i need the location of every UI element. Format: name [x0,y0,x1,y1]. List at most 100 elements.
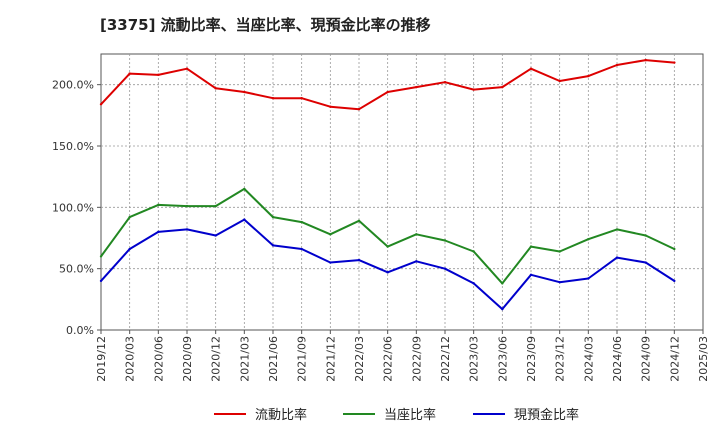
data-point [501,85,504,89]
x-tick-label: 2023/09 [525,336,538,382]
data-point [443,267,447,270]
data-point [443,81,447,84]
data-point [673,247,676,251]
x-tick-label: 2025/03 [697,336,710,382]
x-tick-label: 2023/12 [554,336,567,382]
data-point [587,74,590,78]
x-tick-label: 2021/12 [324,336,337,382]
data-point [99,279,103,283]
chart-title: [3375] 流動比率、当座比率、現預金比率の推移 [100,16,431,34]
data-point [615,63,619,67]
x-tick-label: 2024/09 [640,336,653,382]
x-tick-label: 2022/03 [353,336,366,382]
x-tick-label: 2023/06 [496,336,509,382]
data-point [415,85,418,89]
data-point [386,90,389,94]
data-point [300,96,303,100]
data-point [357,258,361,262]
data-point [673,279,676,283]
data-point [501,307,504,311]
data-point [329,105,332,108]
plot-area [100,53,704,331]
y-axis: 0.0% 50.0% 100.0% 150.0% 200.0% [52,79,101,337]
legend-label: 流動比率 [255,407,307,423]
x-tick-label: 2022/09 [410,336,423,382]
y-tick-label: 100.0% [52,201,94,214]
data-point [271,96,275,100]
grid [101,54,703,330]
x-tick-label: 2021/09 [296,336,309,382]
data-point [157,203,160,207]
data-point [128,247,131,251]
data-point [673,61,676,64]
y-tick-label: 200.0% [52,79,94,92]
data-point [529,273,533,276]
data-point [243,218,246,221]
x-tick-label: 2024/03 [582,336,595,382]
data-point [99,103,103,106]
legend-label: 現預金比率 [514,407,579,423]
data-point [271,215,275,219]
data-point [644,58,647,62]
series-lines [99,58,676,311]
data-point [185,67,189,70]
x-tick-label: 2020/09 [181,336,194,382]
data-point [157,73,160,77]
data-point [472,282,475,285]
y-tick-label: 150.0% [52,140,94,153]
x-tick-label: 2020/06 [152,336,165,382]
data-point [185,228,189,231]
data-point [529,245,533,248]
data-point [472,88,475,91]
legend: 流動比率 当座比率 現預金比率 [214,407,579,423]
data-point [501,282,504,285]
data-point [128,72,131,75]
data-point [329,233,332,236]
x-tick-label: 2020/03 [124,336,137,382]
data-point [615,256,619,259]
data-point [558,79,561,83]
legend-label: 当座比率 [384,407,436,423]
data-point [644,234,647,237]
data-point [243,90,246,94]
x-tick-label: 2021/06 [267,336,280,382]
data-point [357,108,361,111]
x-tick-label: 2022/06 [382,336,395,382]
data-point [128,215,131,219]
data-point [386,245,389,248]
data-point [415,260,418,263]
x-tick-label: 2023/03 [468,336,481,382]
data-point [386,271,389,274]
x-tick-label: 2024/12 [668,336,681,382]
data-point [415,233,418,236]
data-point [300,220,303,224]
data-point [214,204,217,208]
x-tick-label: 2019/12 [95,336,108,382]
x-tick-label: 2024/06 [611,336,624,382]
data-point [558,280,561,284]
data-point [157,230,160,234]
y-tick-label: 0.0% [66,324,94,337]
data-point [357,219,361,223]
data-point [214,234,217,237]
data-point [587,277,590,280]
data-point [587,238,590,241]
y-tick-label: 50.0% [59,263,94,276]
x-tick-label: 2022/12 [439,336,452,382]
data-point [243,187,246,191]
data-point [271,244,275,247]
data-point [185,204,189,208]
data-point [644,261,647,264]
data-point [558,250,561,253]
data-point [99,255,103,258]
data-point [472,250,475,253]
data-point [329,261,332,264]
data-point [615,228,619,231]
data-point [529,67,533,70]
x-axis: 2019/12 2020/03 2020/06 2020/09 2020/12 2021/… [95,330,710,382]
data-point [214,87,217,90]
data-point [300,247,303,251]
x-tick-label: 2020/12 [210,336,223,382]
x-tick-label: 2021/03 [238,336,251,382]
